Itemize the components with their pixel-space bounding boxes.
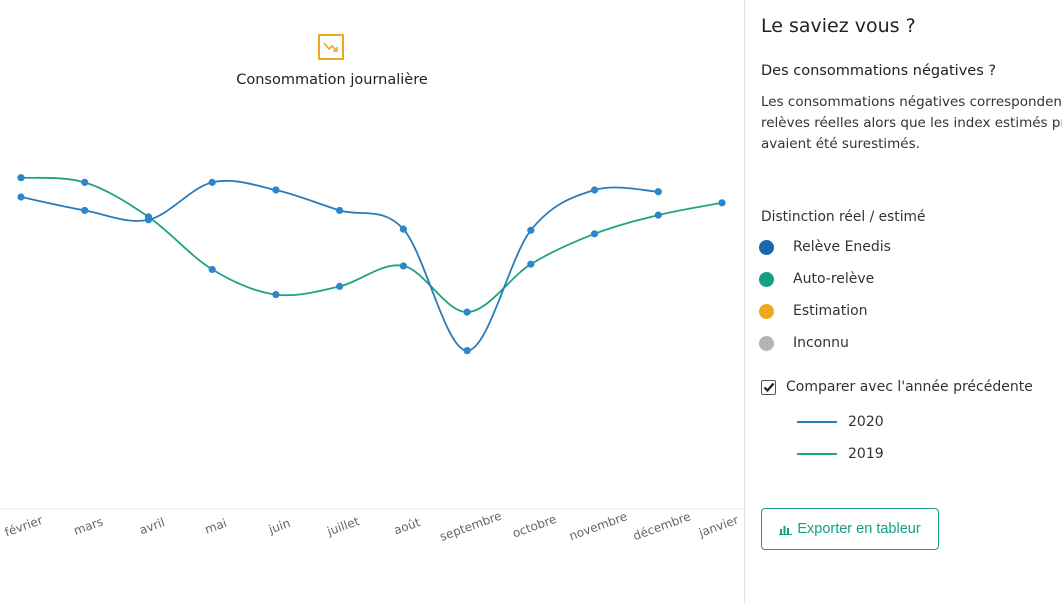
x-tick-label: juin	[266, 516, 292, 537]
legend-item-auto-releve: Auto-relève	[759, 268, 874, 290]
data-point-2020-octobre[interactable]	[527, 226, 535, 234]
series-line-2020	[20, 179, 659, 352]
data-point-2019-janvier[interactable]	[718, 199, 726, 207]
legend-item-releve-enedis: Relève Enedis	[759, 236, 891, 258]
check-icon	[763, 382, 774, 393]
year-line-swatch	[797, 421, 837, 423]
data-point-2020-novembre[interactable]	[590, 186, 599, 194]
legend-label: Relève Enedis	[793, 239, 891, 255]
year-legend-2019: 2019	[797, 444, 884, 464]
info-text: Les consommations négatives corresponden…	[761, 92, 1062, 155]
data-point-2020-décembre[interactable]	[654, 188, 662, 196]
trend-down-icon	[318, 34, 344, 60]
compare-label: Comparer avec l'année précédente	[786, 379, 1033, 395]
legend-dot	[759, 303, 774, 319]
data-point-2019-septembre[interactable]	[463, 308, 471, 316]
info-heading: Le saviez vous ?	[761, 15, 916, 37]
series-2020	[17, 178, 662, 355]
data-point-2020-mars[interactable]	[81, 206, 89, 215]
data-point-2019-décembre[interactable]	[654, 211, 662, 219]
x-tick-label: mars	[72, 514, 105, 537]
year-label: 2019	[848, 446, 884, 462]
info-text-line: avaient été surestimés.	[761, 136, 920, 152]
x-tick-label: juillet	[324, 514, 361, 539]
compare-checkbox-row[interactable]: Comparer avec l'année précédente	[761, 376, 1033, 398]
info-panel: Le saviez vous ? Des consommations négat…	[745, 0, 1062, 604]
data-point-2020-juillet[interactable]	[336, 206, 344, 215]
year-line-swatch	[797, 453, 837, 455]
legend-title: Distinction réel / estimé	[761, 209, 926, 225]
legend-label: Inconnu	[793, 335, 849, 351]
data-point-2019-novembre[interactable]	[590, 230, 599, 238]
year-label: 2020	[848, 414, 884, 430]
x-tick-label: mai	[203, 516, 229, 537]
legend-dot	[759, 335, 774, 351]
compare-checkbox[interactable]	[761, 379, 776, 395]
legend-dot	[759, 239, 774, 255]
x-tick-labels: février mars avril mai juin juillet août septem…	[3, 509, 741, 544]
info-text-line: relèves réelles alors que les index esti…	[761, 115, 1062, 131]
x-tick-label: décembre	[631, 509, 692, 543]
export-spreadsheet-button[interactable]: Exporter en tableur	[761, 508, 939, 550]
series-line-2019	[20, 176, 723, 314]
chart-title: Consommation journalière	[236, 72, 428, 88]
data-point-2019-juin[interactable]	[272, 290, 280, 299]
export-button-label: Exporter en tableur	[797, 521, 921, 537]
legend-item-inconnu: Inconnu	[759, 332, 849, 354]
data-point-2020-mai[interactable]	[208, 178, 216, 186]
data-point-2020-août[interactable]	[399, 225, 407, 233]
series-layer	[17, 174, 726, 355]
legend-dot	[759, 271, 774, 287]
line-chart: février mars avril mai juin juillet août septem…	[0, 174, 744, 544]
x-tick-label: août	[392, 515, 422, 537]
chart-panel: Consommation journalière février mars avri…	[0, 34, 744, 544]
data-point-2020-juin[interactable]	[272, 186, 280, 194]
data-point-2020-février[interactable]	[17, 193, 25, 201]
data-point-2019-juillet[interactable]	[336, 282, 344, 290]
series-2019	[17, 174, 726, 316]
legend-label: Estimation	[793, 303, 868, 319]
x-tick-label: janvier	[696, 513, 740, 541]
data-point-2020-avril[interactable]	[144, 216, 153, 224]
data-point-2019-février[interactable]	[17, 174, 25, 182]
legend-label: Auto-relève	[793, 271, 875, 287]
x-tick-label: novembre	[567, 509, 629, 543]
x-tick-label: octobre	[511, 512, 559, 541]
info-text-line: Les consommations négatives corresponden…	[761, 94, 1062, 110]
data-point-2019-août[interactable]	[399, 262, 407, 270]
panel-divider	[744, 0, 745, 604]
data-point-2020-septembre[interactable]	[463, 347, 471, 355]
year-legend-2020: 2020	[797, 412, 884, 432]
data-point-2019-mai[interactable]	[208, 265, 216, 274]
x-tick-label: avril	[137, 515, 166, 537]
data-point-2019-mars[interactable]	[81, 178, 89, 186]
bar-chart-icon	[779, 526, 793, 535]
x-tick-label: septembre	[438, 509, 504, 544]
data-point-2019-octobre[interactable]	[527, 260, 535, 268]
legend-item-estimation: Estimation	[759, 300, 868, 322]
x-tick-label: février	[3, 513, 45, 540]
info-subheading: Des consommations négatives ?	[761, 63, 997, 79]
